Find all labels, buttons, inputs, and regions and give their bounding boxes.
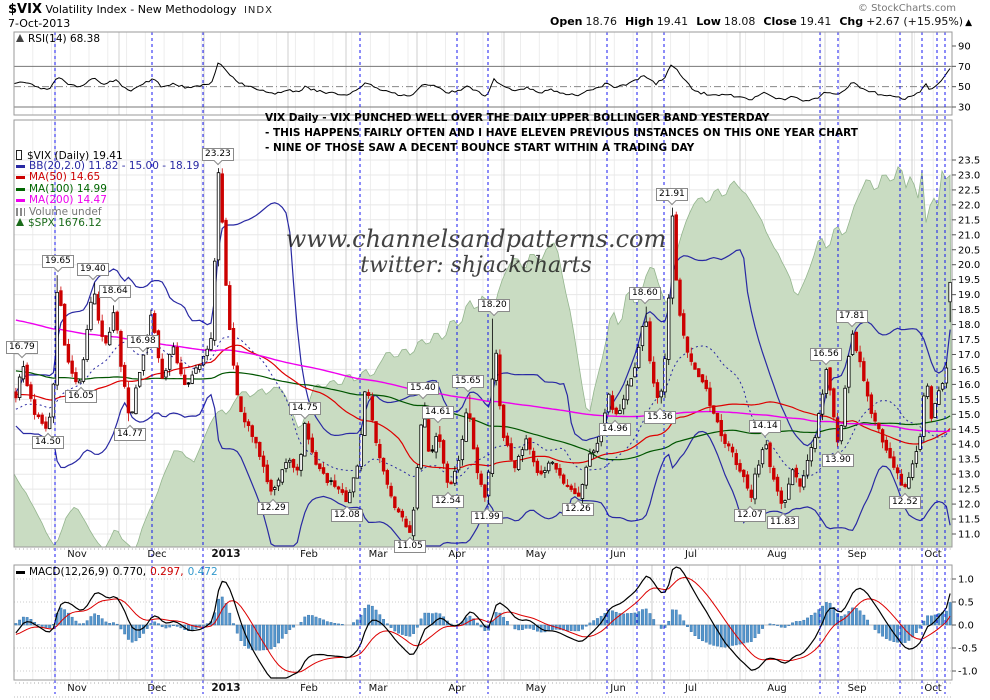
month-label: Aug bbox=[767, 683, 787, 694]
month-label: Feb bbox=[300, 683, 318, 694]
y-axis-label: 22.5 bbox=[958, 185, 980, 196]
y-axis-label: 30 bbox=[958, 102, 971, 113]
y-axis-label: 19.0 bbox=[958, 290, 980, 301]
month-label: Jul bbox=[684, 549, 697, 560]
y-axis-label: 12.0 bbox=[958, 500, 980, 511]
y-axis-label: 20.0 bbox=[958, 260, 980, 271]
y-axis-label: 50 bbox=[958, 82, 971, 93]
y-axis-label: 15.5 bbox=[958, 395, 980, 406]
y-axis-label: 21.0 bbox=[958, 230, 980, 241]
month-label: Dec bbox=[147, 683, 166, 694]
month-label: Dec bbox=[147, 549, 166, 560]
y-axis-label: 14.5 bbox=[958, 425, 980, 436]
month-label: Nov bbox=[67, 683, 87, 694]
y-axis-label: 17.5 bbox=[958, 335, 980, 346]
y-axis-label: -1.0 bbox=[958, 667, 978, 678]
y-axis-label: 16.0 bbox=[958, 380, 980, 391]
y-axis-label: 15.0 bbox=[958, 410, 980, 421]
y-axis-label: 17.0 bbox=[958, 350, 980, 361]
y-axis-label: 23.5 bbox=[958, 156, 980, 167]
month-label: Mar bbox=[369, 683, 389, 694]
month-label: Mar bbox=[369, 549, 389, 560]
y-axis-label: 12.5 bbox=[958, 485, 980, 496]
y-axis-label: 1.0 bbox=[958, 575, 974, 586]
y-axis-label: 0.5 bbox=[958, 598, 974, 609]
month-label: Apr bbox=[448, 683, 466, 694]
month-label: Aug bbox=[767, 549, 787, 560]
y-axis-label: 19.5 bbox=[958, 275, 980, 286]
y-axis-label: 13.5 bbox=[958, 455, 980, 466]
y-axis-label: 21.5 bbox=[958, 215, 980, 226]
y-axis-label: 90 bbox=[958, 41, 971, 52]
month-label: Oct bbox=[924, 549, 941, 560]
month-label: Jun bbox=[609, 549, 626, 560]
y-axis-label: 13.0 bbox=[958, 470, 980, 481]
month-label: Nov bbox=[67, 549, 87, 560]
y-axis-label: 0.0 bbox=[958, 621, 974, 632]
month-label: Feb bbox=[300, 549, 318, 560]
month-label: Oct bbox=[924, 683, 941, 694]
y-axis-label: 11.5 bbox=[958, 515, 980, 526]
y-axis-label: 11.0 bbox=[958, 530, 980, 541]
month-label: Jul bbox=[684, 683, 697, 694]
month-label: Jun bbox=[609, 683, 626, 694]
y-axis-label: 14.0 bbox=[958, 440, 980, 451]
y-axis-label: 16.5 bbox=[958, 365, 980, 376]
y-axis-label: 18.0 bbox=[958, 320, 980, 331]
month-label: 2013 bbox=[211, 682, 240, 694]
month-label: May bbox=[526, 549, 547, 560]
y-axis-label: 20.5 bbox=[958, 245, 980, 256]
y-axis-label: -0.5 bbox=[958, 644, 978, 655]
month-label: May bbox=[526, 683, 547, 694]
month-label: Apr bbox=[448, 549, 466, 560]
y-axis-label: 70 bbox=[958, 62, 971, 73]
y-axis-label: 22.0 bbox=[958, 200, 980, 211]
y-axis-label: 23.0 bbox=[958, 170, 980, 181]
y-axis-label: 18.5 bbox=[958, 305, 980, 316]
month-label: Sep bbox=[848, 683, 867, 694]
month-label: Sep bbox=[848, 549, 867, 560]
month-label: 2013 bbox=[211, 548, 240, 560]
